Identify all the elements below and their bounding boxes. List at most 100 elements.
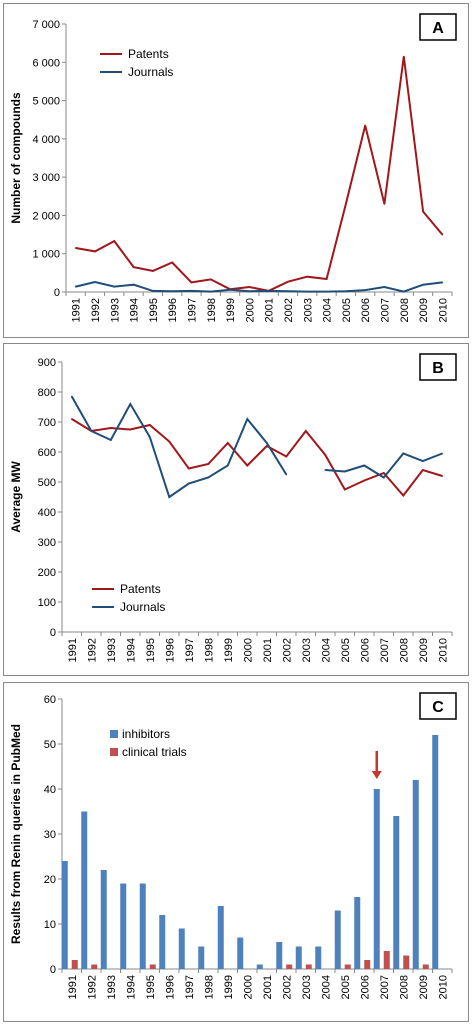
chart-c-x-tick-label: 2000: [242, 975, 254, 999]
chart-b-point-journals: [70, 395, 73, 398]
chart-a-y-tick-label: 0: [54, 287, 60, 299]
chart-a-point-patents: [325, 278, 328, 280]
chart-c-annotation-arrow-head: [371, 771, 382, 779]
chart-c-y-tick-label: 20: [44, 874, 56, 886]
chart-c-bar-clinical-trials: [383, 951, 390, 969]
chart-b-point-journals: [324, 469, 327, 471]
chart-a-point-journals: [171, 290, 173, 293]
chart-c-x-tick-label: 2001: [262, 975, 274, 999]
chart-a-legend-label: Patents: [128, 47, 169, 61]
chart-c-badge-label: C: [432, 699, 444, 716]
chart-b-point-journals: [382, 476, 385, 479]
chart-a-point-journals: [229, 288, 231, 291]
chart-a-series-line-patents: [75, 56, 444, 292]
chart-b-x-tick-label: 1995: [145, 638, 157, 662]
chart-c-bar-clinical-trials: [403, 955, 410, 969]
chart-a-x-tick-label: 1999: [225, 298, 237, 322]
chart-a-point-patents: [74, 247, 77, 249]
chart-c-x-tick-label: 1996: [164, 975, 176, 999]
chart-b-point-patents: [324, 454, 327, 456]
chart-a-point-patents: [171, 261, 173, 264]
chart-c-legend-swatch: [110, 748, 118, 756]
panel-c: 0 10 20 30 40 50 60 1991 1992 1993 1994 1995 1996 199…: [3, 682, 469, 1022]
panel-b: 0 100 200 300 400 500 600 700 800 900 1991 1992 1993…: [3, 343, 469, 676]
chart-b-point-journals: [363, 464, 366, 467]
chart-a-badge-box: [419, 13, 457, 41]
chart-a-point-patents: [422, 210, 424, 213]
chart-b-point-patents: [421, 469, 424, 471]
chart-c-bar-inhibitors: [178, 928, 185, 969]
chart-a-point-patents: [152, 270, 154, 272]
chart-a-y-tick-label: 1 000: [32, 249, 60, 261]
chart-b-legend-label: Journals: [120, 600, 165, 614]
chart-c-x-tick-label: 2006: [359, 975, 371, 999]
chart-a-x-tick-label: 2008: [399, 298, 411, 322]
chart-b-y-tick-label: 200: [38, 567, 56, 579]
chart-c-bar-inhibitors: [393, 816, 400, 969]
chart-b-y-tick-label: 800: [38, 387, 56, 399]
chart-b-y-tick-label: 500: [38, 477, 56, 489]
chart-a-point-patents: [113, 240, 116, 242]
chart-c-x-tick-label: 2009: [418, 975, 430, 999]
chart-b-point-journals: [187, 482, 190, 485]
chart-c-bar-inhibitors: [100, 870, 107, 969]
chart-a-point-patents: [209, 278, 212, 281]
chart-c-y-tick-label: 60: [44, 694, 56, 706]
chart-c-x-tick-label: 1998: [203, 975, 215, 999]
chart-b-x-tick-label: 1993: [106, 638, 118, 662]
chart-a-x-tick-label: 2004: [322, 298, 334, 322]
chart-c-x-tick-label: 1999: [223, 975, 235, 999]
chart-b-point-journals: [343, 470, 346, 473]
chart-c-bar-clinical-trials: [149, 964, 156, 969]
chart-a-point-journals: [422, 283, 424, 286]
chart-a-point-journals: [248, 290, 251, 293]
chart-a-y-tick-label: 3 000: [32, 172, 60, 184]
chart-c-y-tick-label: 30: [44, 829, 56, 841]
chart-b-x-tick-label: 1992: [86, 638, 98, 662]
chart-a-x-tick-label: 1991: [71, 298, 83, 322]
chart-a-x-tick-label: 1996: [167, 298, 179, 322]
chart-c-bar-clinical-trials: [364, 960, 371, 969]
chart-a-x-tick-label: 2002: [283, 298, 295, 322]
chart-b-y-tick-label: 0: [50, 627, 56, 639]
chart-b-point-journals: [168, 496, 171, 498]
chart-c-x-tick-label: 1997: [184, 975, 196, 999]
chart-a-x-tick-label: 1994: [129, 298, 141, 322]
chart-b-point-journals: [109, 439, 112, 441]
chart-b-x-tick-label: 2009: [418, 638, 430, 662]
chart-b-point-journals: [246, 418, 249, 420]
chart-b-x-tick-label: 2005: [340, 638, 352, 662]
chart-b-x-tick-label: 1994: [125, 638, 137, 662]
chart-c-x-tick-label: 2004: [320, 975, 332, 999]
chart-b-point-journals: [285, 473, 288, 476]
chart-a-x-tick-label: 1992: [90, 298, 102, 322]
chart-b-point-patents: [441, 475, 444, 477]
chart-a-x-tick-label: 2006: [360, 298, 372, 322]
chart-c-bar-inhibitors: [81, 811, 88, 969]
chart-c-legend-label: clinical trials: [122, 745, 187, 759]
chart-a-y-tick-label: 5 000: [32, 96, 60, 108]
chart-a-point-patents: [190, 281, 193, 284]
chart-c-y-tick-label: 10: [44, 919, 56, 931]
chart-c-x-tick-label: 1991: [67, 975, 79, 999]
chart-a-point-patents: [402, 55, 405, 58]
chart-b-y-tick-label: 600: [38, 447, 56, 459]
chart-b-x-tick-label: 2003: [301, 638, 313, 662]
chart-b-x-tick-label: 1998: [203, 638, 215, 662]
chart-b-point-patents: [70, 418, 73, 420]
chart-b-point-journals: [207, 476, 210, 479]
chart-a-y-axis-label: Number of compounds: [9, 92, 23, 224]
chart-a: 0 1 000 2 000 3 000 4 000 5 000 6 000 7 000 1991…: [9, 13, 457, 322]
chart-a-point-journals: [441, 281, 444, 284]
chart-b-y-tick-label: 100: [38, 597, 56, 609]
chart-a-point-patents: [94, 250, 96, 253]
chart-a-y-tick-label: 2 000: [32, 210, 60, 222]
chart-b-point-patents: [226, 442, 229, 444]
chart-c-x-tick-label: 2010: [437, 975, 449, 999]
chart-a-x-tick-label: 2005: [341, 298, 353, 322]
chart-a-y-tick-label: 7 000: [32, 19, 60, 31]
chart-b-point-journals: [129, 403, 132, 405]
chart-a-x-tick-label: 2009: [418, 298, 430, 322]
chart-b-point-journals: [402, 452, 405, 455]
chart-b-point-patents: [207, 463, 210, 465]
